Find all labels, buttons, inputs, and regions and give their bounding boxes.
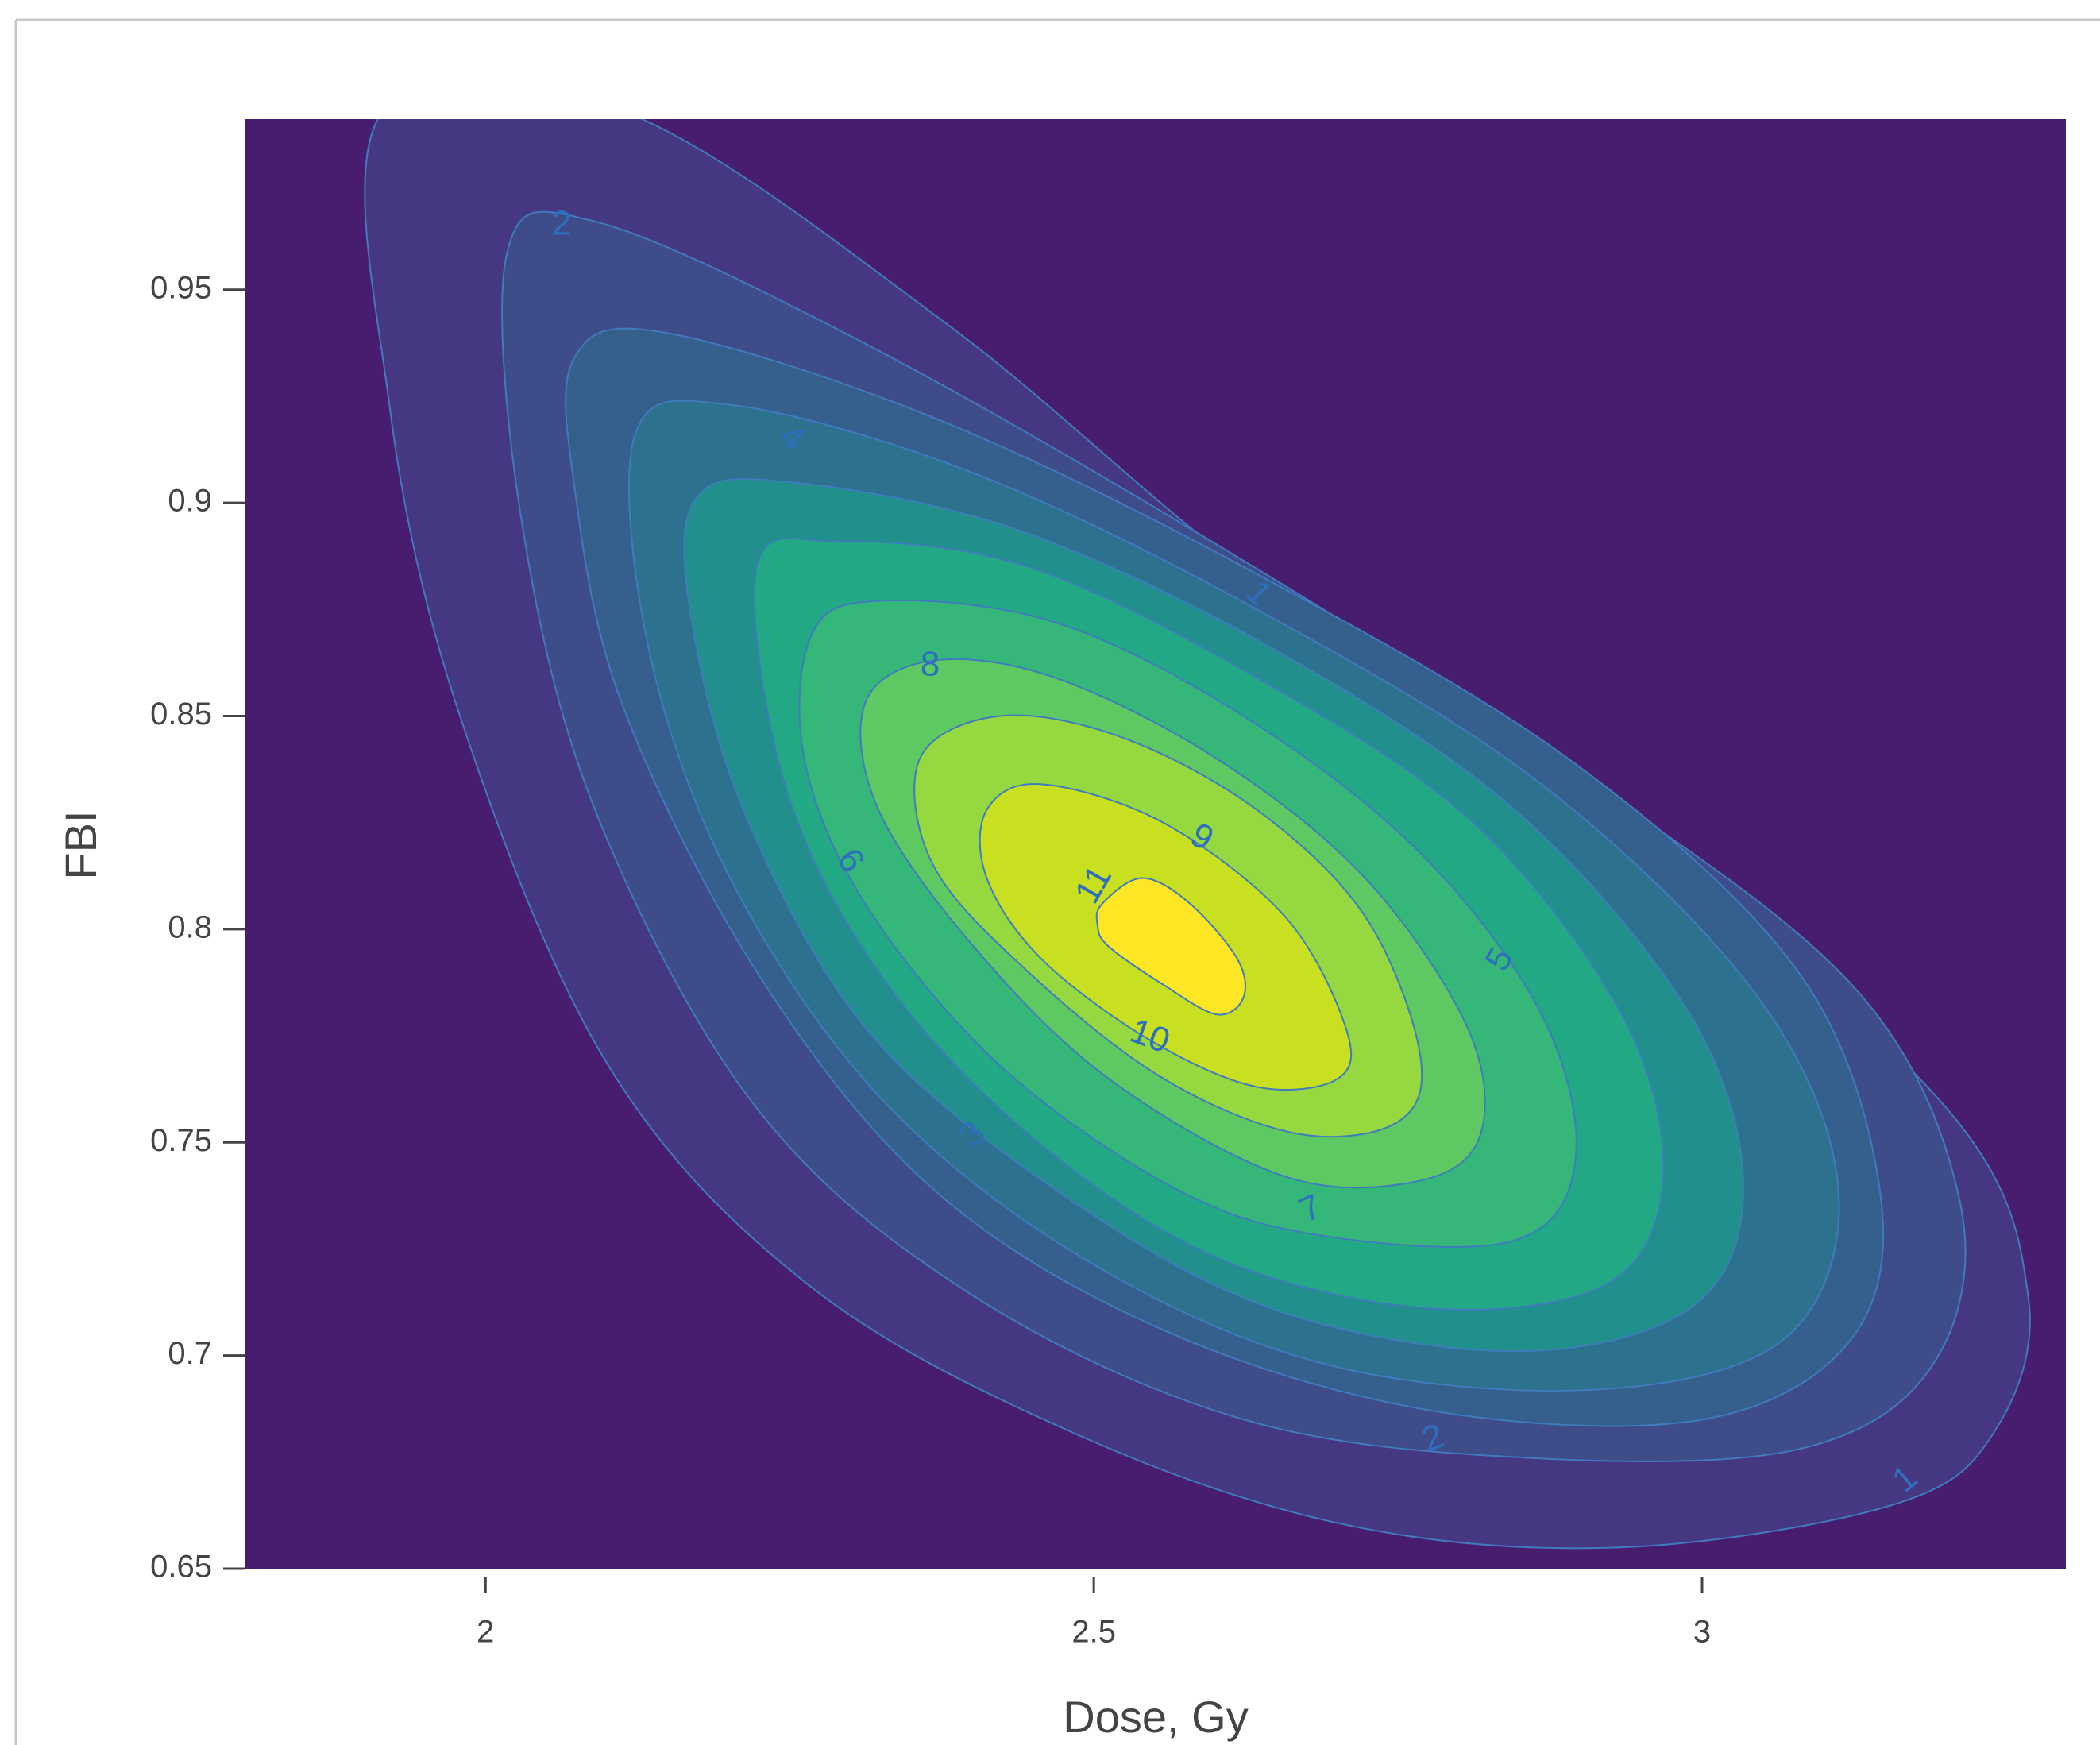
y-tick-label: 0.8 [168,909,212,944]
y-tick-label: 0.95 [150,270,212,305]
y-tick-label: 0.85 [150,697,212,732]
x-tick-label: 3 [1693,1615,1711,1650]
y-tick-label: 0.9 [168,484,212,519]
y-tick-label: 0.65 [150,1550,212,1585]
y-tick-label: 0.7 [168,1336,212,1371]
contour-label: 8 [921,645,940,684]
x-axis-title: Dose, Gy [1063,1692,1248,1742]
x-tick-label: 2 [477,1615,494,1650]
contour-band [1095,877,1246,1016]
y-tick-label: 0.75 [150,1123,212,1158]
contour-label: 2 [552,204,571,243]
x-tick-label: 2.5 [1071,1615,1116,1650]
plot-area [245,119,2066,1569]
y-axis-title: FBI [56,810,106,879]
